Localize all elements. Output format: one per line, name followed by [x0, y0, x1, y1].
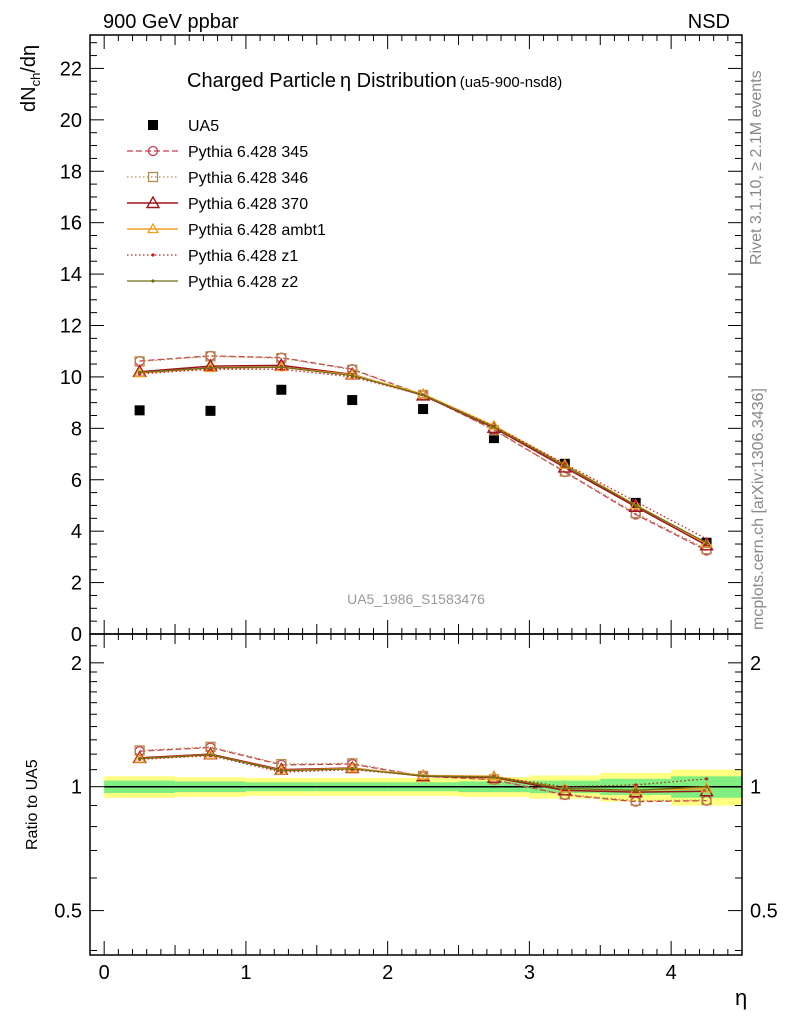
- ratio-point: [208, 753, 213, 757]
- rivet-label: Rivet 3.1.10, ≥ 2.1M events: [748, 70, 765, 265]
- ratio-tick-label-right: 1: [750, 777, 761, 799]
- series-point: [563, 464, 567, 468]
- ratio-point: [138, 757, 142, 761]
- legend-label: Pythia 6.428 346: [188, 170, 308, 187]
- series-point: [204, 361, 217, 373]
- legend-marker-data: [148, 120, 158, 130]
- series-point: [634, 503, 638, 508]
- data-point: [418, 404, 429, 415]
- legend-label: Pythia 6.428 ambt1: [188, 222, 326, 239]
- y-tick-label: 6: [71, 470, 82, 492]
- series-point: [416, 387, 430, 399]
- series-point: [350, 374, 354, 378]
- legend-marker: [147, 145, 159, 157]
- ratio-point: [487, 770, 501, 781]
- ratio-point: [279, 769, 283, 773]
- ratio-tick-label-right: 0.5: [750, 901, 778, 923]
- ratio-point: [704, 785, 709, 789]
- ratio-point: [699, 783, 714, 797]
- ratio-point: [204, 748, 217, 760]
- y-tick-label: 20: [60, 110, 82, 132]
- ratio-tick-label-left: 1: [71, 777, 82, 799]
- chart-title: Charged Particle η Distribution (ua5-900-n…: [187, 70, 562, 92]
- x-tick-label: 0: [99, 962, 110, 984]
- y-tick-label: 0: [71, 624, 82, 646]
- ratio-series-line: [139, 746, 707, 803]
- y-tick-label: 12: [60, 316, 82, 338]
- ratio-point: [346, 762, 359, 773]
- series-point: [208, 366, 213, 370]
- ratio-ylabel: Ratio to UA5: [24, 759, 41, 850]
- ratio-tick-label-left: 0.5: [54, 901, 82, 923]
- ratio-point: [276, 758, 287, 770]
- ratio-point: [634, 788, 638, 792]
- series-point: [138, 370, 142, 374]
- ratio-point: [134, 745, 145, 756]
- legend-label: Pythia 6.428 z1: [188, 248, 298, 265]
- series-point: [421, 393, 425, 397]
- series-line: [139, 355, 707, 552]
- x-tick-label: 3: [524, 962, 535, 984]
- legend-label: Pythia 6.428 345: [188, 144, 308, 161]
- y-tick-label: 8: [71, 418, 82, 440]
- x-tick-label: 4: [666, 962, 677, 984]
- ratio-point: [700, 782, 713, 793]
- ratio-point: [634, 783, 638, 787]
- y-tick-label: 4: [71, 521, 82, 543]
- ratio-tick-label-right: 2: [750, 653, 761, 675]
- legend-label: Pythia 6.428 370: [188, 196, 308, 213]
- y-tick-label: 2: [71, 573, 82, 595]
- y-tick-label: 18: [60, 161, 82, 183]
- y-tick-label: 16: [60, 213, 82, 235]
- header-process: NSD: [688, 11, 730, 33]
- ratio-point: [563, 786, 567, 791]
- x-tick-label: 1: [240, 962, 251, 984]
- series-point: [700, 537, 713, 548]
- ratio-point: [350, 767, 354, 771]
- y-tick-label: 22: [60, 58, 82, 80]
- series-point: [279, 365, 283, 369]
- ratio-point: [704, 777, 709, 781]
- legend-marker: [151, 279, 155, 283]
- y-tick-label: 14: [60, 264, 82, 286]
- data-point: [276, 384, 287, 395]
- legend-marker: [146, 222, 160, 234]
- analysis-watermark: UA5_1986_S1583476: [347, 591, 485, 607]
- ratio-point: [492, 775, 496, 779]
- legend-marker: [147, 171, 159, 183]
- data-point: [488, 433, 499, 444]
- header-energy: 900 GeV ppbar: [103, 11, 239, 33]
- series-point: [704, 541, 709, 545]
- ratio-point: [205, 741, 216, 752]
- series-line: [139, 364, 707, 546]
- legend-label: Pythia 6.428 z2: [188, 274, 298, 291]
- ratio-point: [421, 774, 425, 778]
- series-line: [139, 355, 707, 550]
- series-point: [634, 500, 638, 504]
- series-point: [492, 425, 496, 429]
- main-ylabel: dNch/dη: [18, 45, 43, 112]
- y-tick-label: 10: [60, 367, 82, 389]
- ratio-point: [416, 769, 430, 780]
- legend-marker: [145, 195, 161, 209]
- x-tick-label: 2: [382, 962, 393, 984]
- data-point: [205, 405, 216, 416]
- ratio-tick-label-left: 2: [71, 653, 82, 675]
- data-point: [347, 395, 358, 406]
- ratio-series-group: [132, 741, 714, 807]
- mcplots-label: mcplots.cern.ch [arXiv:1306.3436]: [750, 388, 767, 630]
- series-point: [704, 537, 709, 541]
- data-point: [134, 405, 145, 416]
- main-series-group: [132, 350, 714, 556]
- legend: UA5 Pythia 6.428 345 Pythia 6.428 346 Pythi…: [127, 118, 326, 291]
- legend-marker: [151, 253, 155, 257]
- x-axis-label: η: [735, 985, 747, 1010]
- legend-label: UA5: [188, 118, 219, 135]
